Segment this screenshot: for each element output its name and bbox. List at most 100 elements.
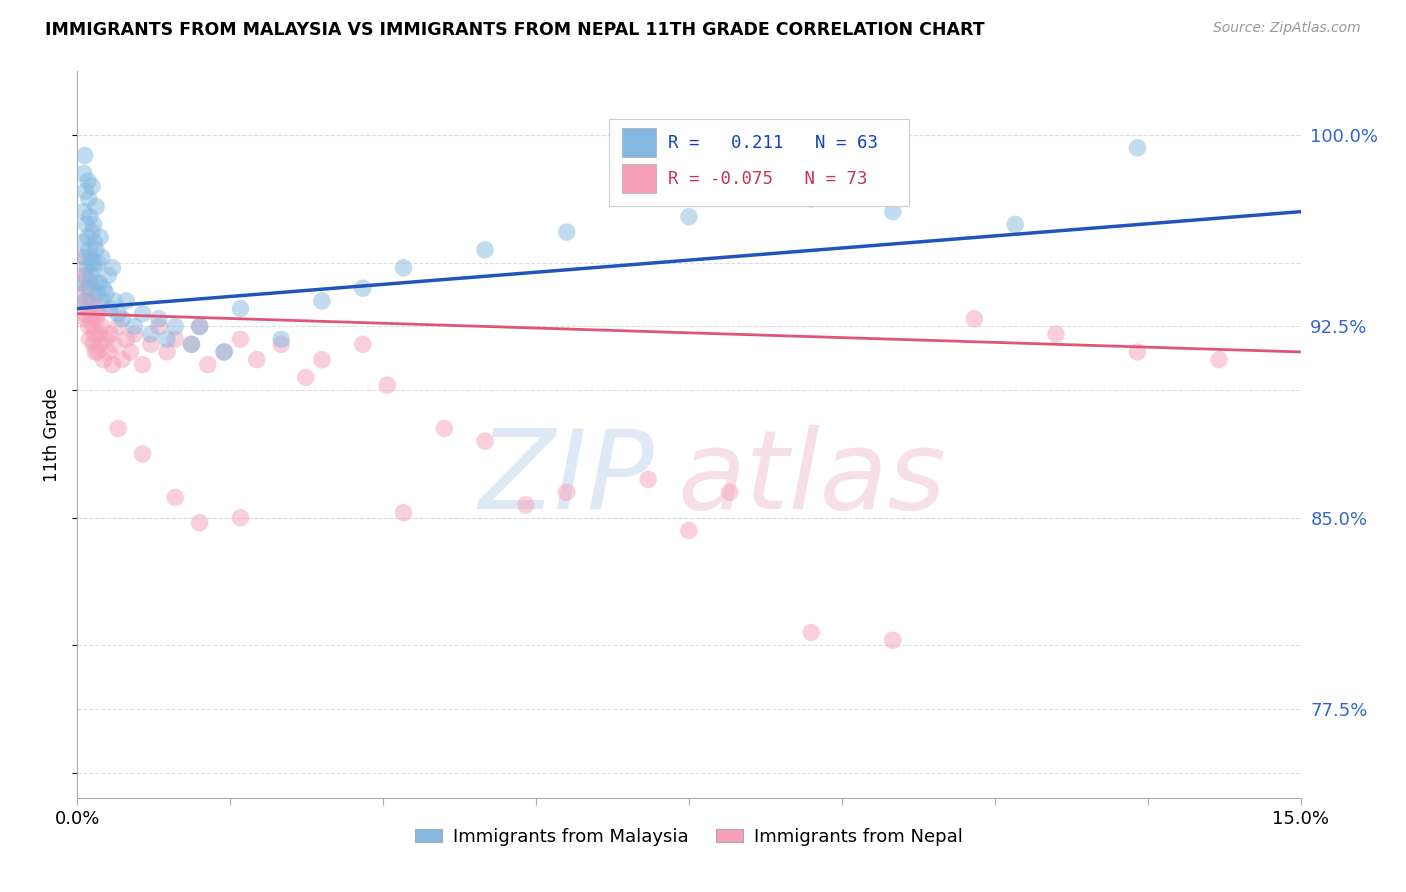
Point [1126, 345, 1149, 359]
Point [75, 218, 97, 232]
Point [882, 204, 904, 219]
Point [212, 345, 235, 359]
Point [75, 251, 97, 265]
Point [80, 225, 103, 239]
Point [87, 307, 110, 321]
Point [963, 311, 986, 326]
Point [77, 319, 100, 334]
Point [515, 498, 537, 512]
Point [352, 337, 374, 351]
Point [246, 352, 269, 367]
Point [73, 148, 96, 162]
Text: ZIP: ZIP [478, 425, 655, 532]
Point [83, 235, 105, 250]
Point [94, 332, 117, 346]
Point [1004, 218, 1026, 232]
Point [156, 332, 179, 346]
Point [229, 332, 252, 346]
Point [124, 327, 146, 342]
Point [70, 286, 93, 301]
Point [107, 307, 129, 321]
Point [131, 358, 153, 372]
Point [156, 345, 179, 359]
Point [115, 332, 138, 346]
Point [229, 510, 252, 524]
Point [83, 327, 105, 342]
Point [75, 184, 97, 198]
Point [93, 352, 115, 367]
Point [148, 311, 170, 326]
Point [79, 276, 101, 290]
Point [73, 268, 96, 283]
Point [82, 319, 104, 334]
Point [111, 352, 134, 367]
Point [474, 243, 496, 257]
Point [188, 516, 211, 530]
Point [678, 524, 700, 538]
Point [93, 281, 115, 295]
Point [103, 293, 125, 308]
Text: Source: ZipAtlas.com: Source: ZipAtlas.com [1213, 21, 1361, 36]
Point [111, 311, 134, 326]
Point [90, 319, 112, 334]
Point [101, 358, 124, 372]
Point [107, 421, 129, 435]
Point [131, 307, 153, 321]
Point [77, 243, 100, 257]
Point [84, 200, 107, 214]
Point [77, 301, 100, 316]
Point [800, 625, 823, 640]
Point [800, 192, 823, 206]
Point [120, 345, 142, 359]
Point [882, 633, 904, 648]
Point [79, 210, 101, 224]
Point [87, 345, 110, 359]
Point [77, 174, 100, 188]
Point [1045, 327, 1067, 342]
Point [270, 332, 292, 346]
Point [433, 421, 456, 435]
Point [352, 281, 374, 295]
Point [75, 268, 97, 283]
Point [131, 447, 153, 461]
Point [311, 293, 333, 308]
Point [89, 230, 111, 244]
Point [73, 204, 96, 219]
Point [76, 281, 98, 295]
Point [75, 293, 97, 308]
Point [77, 192, 100, 206]
Point [1126, 141, 1149, 155]
Point [555, 485, 578, 500]
Point [83, 337, 105, 351]
Point [375, 378, 398, 392]
Point [73, 307, 96, 321]
Point [392, 506, 415, 520]
Text: R =   0.211   N = 63: R = 0.211 N = 63 [668, 134, 879, 152]
Point [89, 337, 111, 351]
Point [90, 251, 112, 265]
Point [73, 166, 96, 180]
Point [94, 286, 117, 301]
Point [555, 225, 578, 239]
Point [188, 319, 211, 334]
Point [474, 434, 496, 449]
Point [678, 210, 700, 224]
Point [77, 230, 100, 244]
Point [197, 358, 219, 372]
Point [97, 345, 120, 359]
Point [89, 327, 111, 342]
FancyBboxPatch shape [609, 119, 910, 206]
Point [180, 337, 202, 351]
Point [229, 301, 252, 316]
Text: R = -0.075   N = 73: R = -0.075 N = 73 [668, 170, 868, 188]
Point [84, 311, 107, 326]
Point [212, 345, 235, 359]
Point [98, 301, 121, 316]
Legend: Immigrants from Malaysia, Immigrants from Nepal: Immigrants from Malaysia, Immigrants fro… [408, 821, 970, 854]
Point [75, 311, 97, 326]
Point [82, 255, 104, 269]
Point [101, 260, 124, 275]
Point [90, 301, 112, 316]
Text: atlas: atlas [676, 425, 946, 532]
Point [89, 276, 111, 290]
